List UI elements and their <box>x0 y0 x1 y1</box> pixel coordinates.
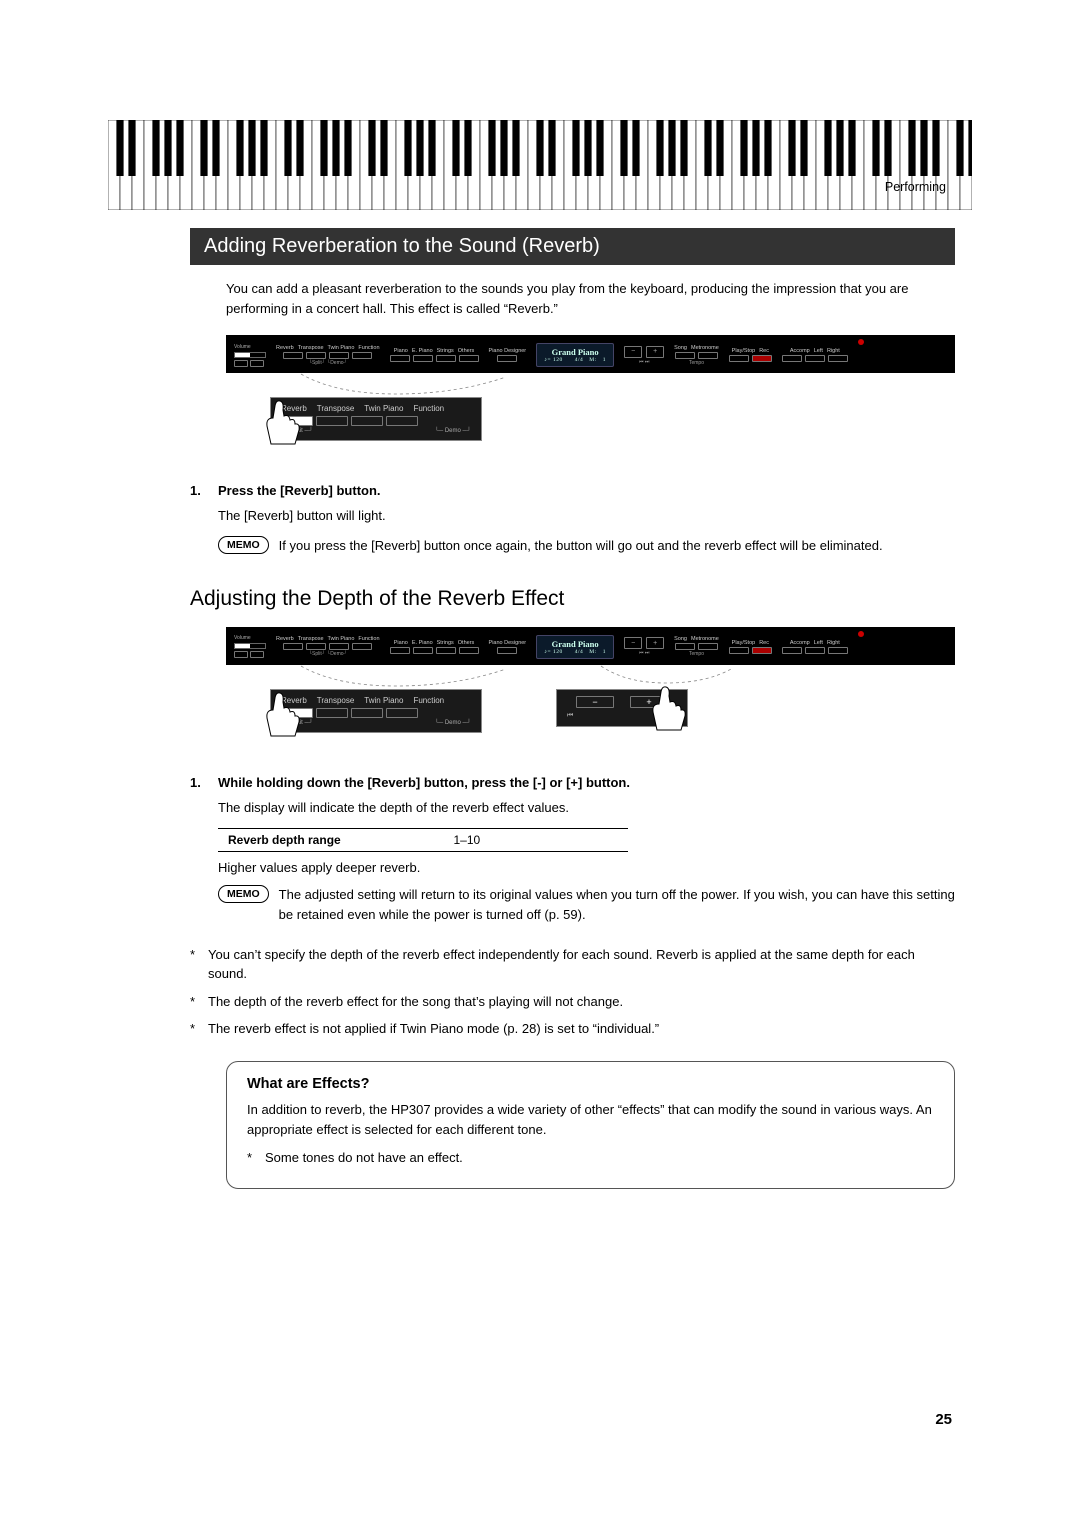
note-text: Higher values apply deeper reverb. <box>218 860 955 875</box>
effects-title: What are Effects? <box>247 1076 934 1092</box>
table-cell: 1–10 <box>444 828 629 851</box>
callout-label-transpose: Transpose <box>317 404 355 413</box>
step-title: Press the [Reverb] button. <box>218 483 381 498</box>
panel-figure-1: VolumeReverbTransposeTwin PianoFunction└… <box>226 335 955 373</box>
callout-label-twinpiano: Twin Piano <box>364 404 403 413</box>
list-item: Some tones do not have an effect. <box>247 1148 934 1168</box>
memo-badge: MEMO <box>218 536 269 554</box>
section-label: Performing <box>885 180 946 194</box>
hand-pointer-icon <box>265 396 307 446</box>
callout-label-function: Function <box>413 404 444 413</box>
list-item: You can’t specify the depth of the rever… <box>190 945 955 984</box>
panel-figure-2: VolumeReverbTransposeTwin PianoFunction└… <box>226 627 955 665</box>
memo-text: The adjusted setting will return to its … <box>279 885 955 925</box>
step-number: 1. <box>190 483 206 498</box>
keyboard-header: Performing <box>108 120 972 210</box>
step-title: While holding down the [Reverb] button, … <box>218 775 630 790</box>
step-body: The [Reverb] button will light. <box>218 506 955 526</box>
hand-pointer-icon <box>651 682 693 732</box>
memo-text: If you press the [Reverb] button once ag… <box>279 536 883 556</box>
table-header: Reverb depth range <box>218 828 444 851</box>
subsection-title: Adjusting the Depth of the Reverb Effect <box>190 587 955 611</box>
memo-badge: MEMO <box>218 885 269 903</box>
hand-pointer-icon <box>265 688 307 738</box>
effects-info-box: What are Effects? In addition to reverb,… <box>226 1061 955 1189</box>
notes-list: You can’t specify the depth of the rever… <box>190 945 955 1039</box>
effects-body: In addition to reverb, the HP307 provide… <box>247 1100 934 1140</box>
page-title: Adding Reverberation to the Sound (Rever… <box>190 228 955 265</box>
piano-keys-icon <box>108 120 972 210</box>
intro-text: You can add a pleasant reverberation to … <box>226 279 955 319</box>
page-number: 25 <box>935 1411 952 1428</box>
step-number: 1. <box>190 775 206 790</box>
reverb-range-table: Reverb depth range 1–10 <box>218 828 628 852</box>
list-item: The reverb effect is not applied if Twin… <box>190 1019 955 1039</box>
list-item: The depth of the reverb effect for the s… <box>190 992 955 1012</box>
step-body: The display will indicate the depth of t… <box>218 798 955 818</box>
